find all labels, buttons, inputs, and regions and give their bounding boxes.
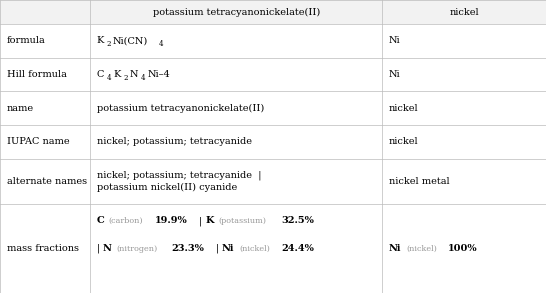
- Text: nickel; potassium; tetracyanide: nickel; potassium; tetracyanide: [97, 137, 252, 146]
- Text: (nickel): (nickel): [407, 245, 437, 253]
- Bar: [0, 0, 90, 24]
- Text: 2: 2: [123, 74, 128, 82]
- Text: C: C: [97, 70, 104, 79]
- Text: mass fractions: mass fractions: [7, 244, 79, 253]
- Text: 4: 4: [159, 40, 164, 48]
- Text: 32.5%: 32.5%: [282, 216, 314, 225]
- Text: |: |: [216, 244, 219, 253]
- Text: K: K: [113, 70, 121, 79]
- Text: Ni: Ni: [389, 70, 400, 79]
- Text: K: K: [205, 216, 214, 225]
- Text: Ni: Ni: [222, 244, 234, 253]
- Text: (potassium): (potassium): [218, 217, 266, 225]
- Text: 19.9%: 19.9%: [155, 216, 187, 225]
- Text: N: N: [103, 244, 112, 253]
- Text: Hill formula: Hill formula: [7, 70, 67, 79]
- Text: IUPAC name: IUPAC name: [7, 137, 69, 146]
- Text: nickel: nickel: [389, 137, 418, 146]
- Text: Ni: Ni: [389, 244, 401, 253]
- Text: Ni(CN): Ni(CN): [113, 36, 149, 45]
- Text: nickel metal: nickel metal: [389, 177, 449, 186]
- Text: 100%: 100%: [448, 244, 478, 253]
- Text: Ni: Ni: [389, 36, 400, 45]
- Text: 23.3%: 23.3%: [171, 244, 204, 253]
- Bar: [90, 0, 382, 24]
- Text: 4: 4: [141, 74, 145, 82]
- Text: Ni–4: Ni–4: [147, 70, 170, 79]
- Text: potassium tetracyanonickelate(II): potassium tetracyanonickelate(II): [97, 104, 264, 113]
- Bar: [382, 0, 546, 24]
- Text: (nitrogen): (nitrogen): [116, 245, 157, 253]
- Text: (carbon): (carbon): [108, 217, 143, 225]
- Text: 2: 2: [106, 40, 111, 48]
- Text: C: C: [97, 216, 104, 225]
- Text: K: K: [97, 36, 104, 45]
- Text: potassium tetracyanonickelate(II): potassium tetracyanonickelate(II): [152, 7, 320, 17]
- Text: (nickel): (nickel): [240, 245, 271, 253]
- Text: N: N: [129, 70, 138, 79]
- Text: 4: 4: [106, 74, 111, 82]
- Text: |: |: [97, 244, 100, 253]
- Text: nickel; potassium; tetracyanide  |
potassium nickel(II) cyanide: nickel; potassium; tetracyanide | potass…: [97, 171, 261, 192]
- Text: name: name: [7, 104, 34, 113]
- Text: |: |: [199, 216, 202, 226]
- Text: nickel: nickel: [389, 104, 418, 113]
- Text: nickel: nickel: [449, 8, 479, 16]
- Text: 24.4%: 24.4%: [281, 244, 314, 253]
- Text: formula: formula: [7, 36, 45, 45]
- Text: alternate names: alternate names: [7, 177, 87, 186]
